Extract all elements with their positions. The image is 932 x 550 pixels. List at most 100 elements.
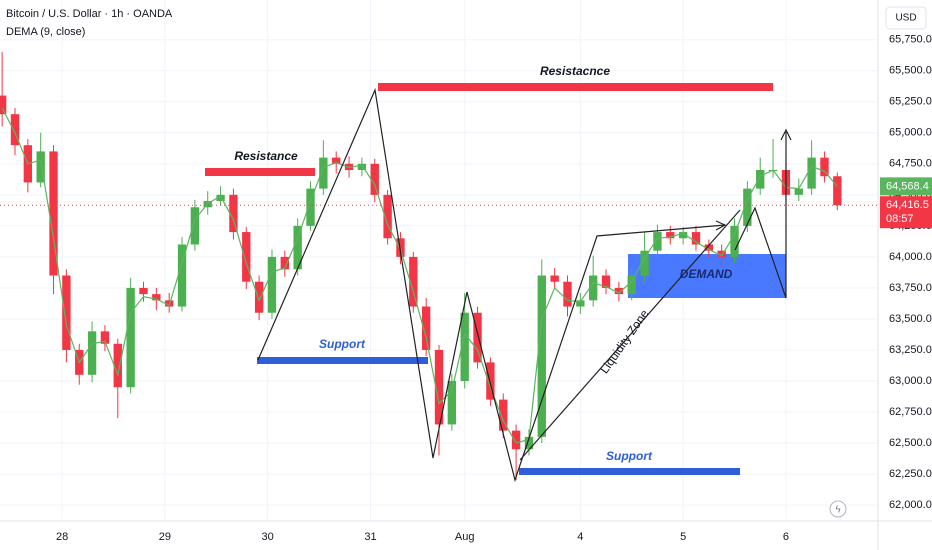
demand-zone	[628, 254, 786, 298]
candle-body	[10, 114, 20, 146]
y-tick-label: 62,250.0	[889, 468, 932, 480]
annotation: Resistance	[234, 149, 298, 163]
candle-body	[678, 232, 688, 239]
candle-body	[306, 188, 315, 226]
candle-body	[499, 399, 508, 431]
candles	[0, 52, 878, 481]
candle-body	[447, 381, 457, 425]
currency[interactable]: USD	[895, 13, 916, 24]
arrow-head	[715, 220, 727, 231]
candle-body	[87, 331, 97, 375]
candle-body	[601, 275, 611, 288]
candle-body	[820, 157, 829, 177]
candle-body	[524, 436, 534, 450]
dema-price-tag	[880, 177, 932, 196]
candle-body	[177, 244, 187, 307]
resistance-zone	[205, 168, 315, 176]
candle-body	[653, 232, 662, 251]
y-tick-label: 63,750.0	[889, 282, 932, 294]
y-tick-label: 63,000.0	[889, 375, 932, 387]
candle-body	[383, 194, 392, 239]
candle-body	[794, 188, 803, 195]
resistance-zone	[378, 83, 773, 91]
time-axis	[0, 521, 932, 550]
x-tick-label: 28	[56, 531, 68, 543]
candle-body	[332, 157, 341, 164]
y-tick-label: 65,750.0	[889, 34, 932, 46]
candle-body	[550, 275, 559, 282]
candle-body	[267, 256, 277, 313]
alert-icon[interactable]	[829, 500, 847, 518]
countdown: 08:57	[886, 213, 914, 225]
candle-body	[396, 238, 405, 257]
candle-body	[293, 225, 302, 270]
candle-body	[434, 349, 444, 425]
dema-price-label: 64,568.4	[886, 180, 929, 192]
candle-body	[743, 188, 752, 226]
x-tick-label: 4	[577, 531, 583, 543]
candle-body	[486, 362, 495, 400]
y-tick-label: 62,500.0	[889, 437, 932, 449]
candle-body	[614, 287, 624, 295]
y-tick-label: 63,250.0	[889, 344, 932, 356]
x-tick-label: Aug	[455, 531, 475, 543]
candle-body	[139, 287, 148, 295]
zigzag-line	[257, 87, 726, 483]
candle-body	[100, 331, 110, 344]
candle-body	[409, 256, 418, 307]
y-tick-label: 65,000.0	[889, 127, 932, 139]
y-tick-label: 65,250.0	[889, 96, 932, 108]
candle-body	[756, 170, 765, 189]
annotation: Liquidity Zone	[597, 307, 652, 376]
candle-body	[460, 312, 469, 382]
last-price-label: 64,416.5	[886, 199, 929, 211]
annotation: Support	[319, 337, 366, 351]
x-tick-label: 30	[262, 531, 274, 543]
candle-body	[704, 244, 714, 251]
annotation: Support	[606, 449, 653, 463]
currency-button[interactable]	[885, 6, 927, 30]
candle-body	[833, 176, 842, 206]
candle-body	[126, 287, 135, 388]
annotation: Resistacnce	[540, 64, 610, 78]
candle-body	[229, 194, 238, 233]
axes: 62,000.0 62,250.0 62,500.0 62,750.0 63,000.0…	[56, 34, 932, 543]
drawings	[205, 83, 786, 475]
trend-line	[519, 209, 741, 461]
support-zone	[519, 468, 740, 475]
alert-icon-glyph[interactable]: ϟ	[835, 505, 841, 516]
candle-body	[730, 225, 739, 257]
candle-body	[280, 256, 289, 270]
x-tick-label: 29	[159, 531, 171, 543]
candle-body	[717, 250, 726, 257]
candle-body	[589, 275, 598, 301]
y-tick-label: 65,500.0	[889, 65, 932, 77]
candle-body	[807, 157, 816, 189]
trend-lines	[257, 87, 792, 483]
candle-body	[113, 343, 122, 388]
dema-line	[1, 107, 838, 444]
candle-body	[563, 281, 572, 307]
candle-body	[0, 95, 7, 115]
x-tick-label: 31	[364, 531, 376, 543]
candle-body	[152, 294, 161, 301]
candle-body	[691, 232, 701, 245]
last-price-tag	[880, 196, 932, 229]
support-zone	[257, 357, 428, 364]
candle-body	[190, 207, 200, 245]
arrow-head	[780, 128, 792, 141]
candle-body	[254, 281, 264, 313]
candle-body	[216, 194, 225, 202]
candle-body	[473, 312, 482, 363]
x-tick-label: 5	[680, 531, 686, 543]
y-tick-label: 62,750.0	[889, 406, 932, 418]
candle-body	[319, 157, 328, 189]
y-tick-label: 64,750.0	[889, 158, 932, 170]
candle-body	[49, 151, 58, 276]
candle-body	[627, 275, 636, 295]
candle-body	[666, 232, 675, 239]
y-tick-label: 63,500.0	[889, 313, 932, 325]
candle-body	[242, 232, 251, 282]
x-tick-label: 6	[783, 531, 789, 543]
